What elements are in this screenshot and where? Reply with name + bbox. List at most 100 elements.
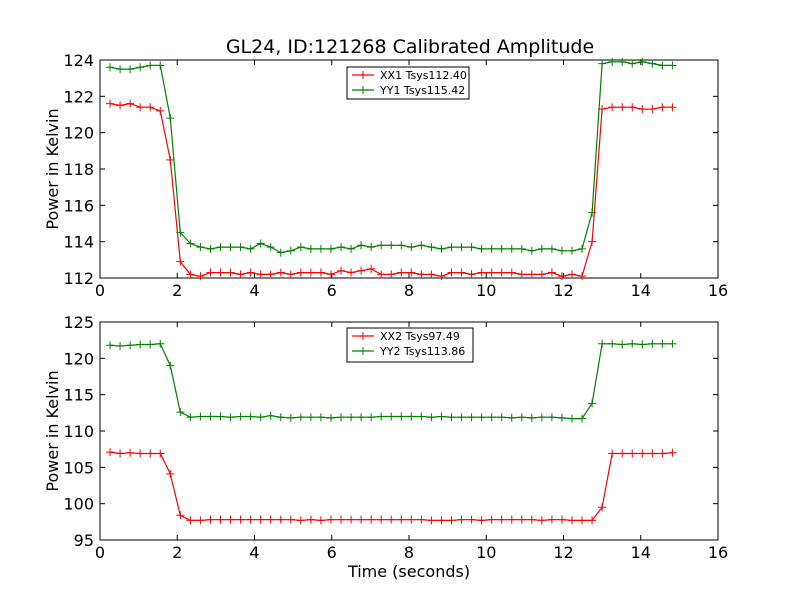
data-point	[578, 272, 587, 281]
legend-marker	[359, 332, 367, 340]
legend-marker	[359, 86, 367, 94]
data-point	[517, 270, 526, 279]
y-tick-label: 124	[63, 51, 94, 70]
data-point	[417, 515, 426, 524]
data-point	[186, 413, 195, 422]
data-point	[527, 413, 536, 422]
data-point	[206, 412, 215, 421]
data-point	[146, 103, 155, 112]
data-point	[306, 268, 315, 277]
data-point	[648, 105, 657, 114]
data-point	[648, 449, 657, 458]
y-axis-label: Power in Kelvin	[43, 370, 62, 491]
data-point	[447, 516, 456, 525]
data-point	[206, 244, 215, 253]
data-point	[658, 61, 667, 70]
data-point	[256, 239, 265, 248]
data-point	[547, 268, 556, 277]
data-point	[367, 264, 376, 273]
data-point	[216, 243, 225, 252]
x-tick-label: 6	[327, 281, 337, 300]
data-point	[126, 99, 135, 108]
x-tick-label: 8	[404, 281, 414, 300]
legend-entry-label: YY1 Tsys115.42	[379, 84, 465, 97]
data-point	[638, 105, 647, 114]
data-point	[246, 268, 255, 277]
data-point	[457, 515, 466, 524]
bottom-plot: 0 2 4 6 8 10 12 14 16 95 100 105 110 115 120 125 Power i…	[43, 313, 728, 581]
data-point	[487, 413, 496, 422]
data-point	[226, 243, 235, 252]
data-point	[126, 65, 135, 74]
data-point	[497, 244, 506, 253]
data-point	[347, 244, 356, 253]
data-point	[638, 57, 647, 66]
data-point	[457, 413, 466, 422]
data-point	[246, 412, 255, 421]
data-point	[527, 246, 536, 255]
data-point	[357, 241, 366, 250]
x-tick-label: 8	[404, 543, 414, 562]
data-point	[517, 244, 526, 253]
data-point	[567, 516, 576, 525]
data-point	[467, 243, 476, 252]
data-point	[477, 244, 486, 253]
x-tick-label: 6	[327, 543, 337, 562]
data-point	[638, 449, 647, 458]
data-point	[598, 339, 607, 348]
data-point	[397, 412, 406, 421]
data-point	[146, 61, 155, 70]
data-point	[387, 241, 396, 250]
data-point	[186, 516, 195, 525]
data-point	[447, 268, 456, 277]
data-point	[407, 515, 416, 524]
data-point	[266, 243, 275, 252]
data-point	[136, 340, 145, 349]
data-point	[296, 413, 305, 422]
data-point	[367, 413, 376, 422]
top-plot: 0 2 4 6 8 10 12 14 16 112 114 116 118 120 122 124 Power …	[43, 51, 728, 300]
data-point	[628, 339, 637, 348]
data-point	[367, 243, 376, 252]
data-point	[658, 339, 667, 348]
data-point	[477, 268, 486, 277]
data-point	[236, 243, 245, 252]
data-point	[276, 248, 285, 257]
data-point	[477, 516, 486, 525]
data-point	[306, 413, 315, 422]
data-point	[507, 515, 516, 524]
data-point	[527, 270, 536, 279]
x-tick-label: 16	[708, 543, 728, 562]
data-point	[377, 241, 386, 250]
data-point	[226, 268, 235, 277]
data-point	[588, 516, 597, 525]
data-point	[266, 515, 275, 524]
legend-entry-label: YY2 Tsys113.86	[379, 345, 465, 358]
x-axis-label: Time (seconds)	[347, 562, 470, 581]
data-point	[487, 244, 496, 253]
data-point	[437, 272, 446, 281]
x-tick-label: 12	[553, 543, 573, 562]
data-point	[517, 413, 526, 422]
data-point	[256, 413, 265, 422]
data-point	[598, 59, 607, 68]
data-point	[407, 243, 416, 252]
data-point	[136, 103, 145, 112]
data-point	[226, 413, 235, 422]
data-point	[236, 412, 245, 421]
data-point	[567, 270, 576, 279]
y-tick-label: 110	[63, 422, 94, 441]
data-point	[116, 449, 125, 458]
data-point	[467, 413, 476, 422]
data-point	[266, 411, 275, 420]
data-point	[166, 155, 175, 164]
x-tick-label: 4	[249, 543, 259, 562]
data-point	[347, 413, 356, 422]
data-point	[427, 243, 436, 252]
data-point	[507, 413, 516, 422]
data-point	[437, 412, 446, 421]
data-point	[306, 515, 315, 524]
data-point	[337, 266, 346, 275]
data-point	[427, 413, 436, 422]
